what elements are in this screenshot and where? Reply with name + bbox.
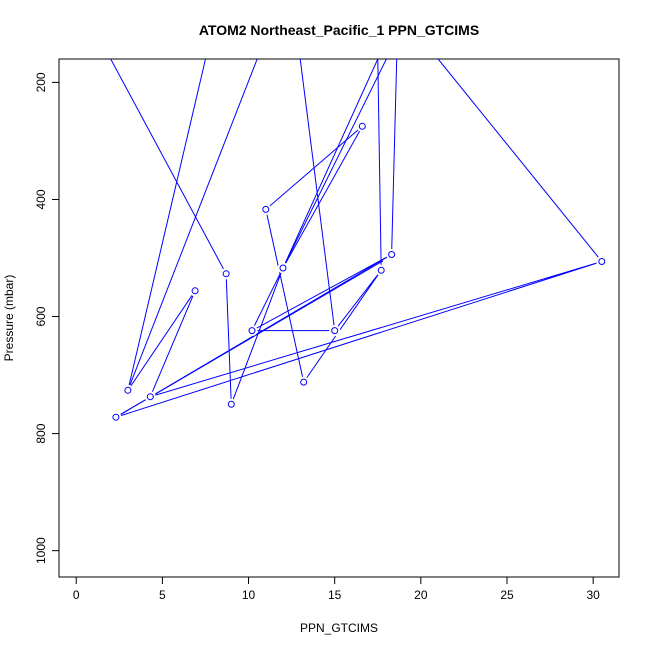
- data-point: [222, 270, 230, 278]
- series-segment: [437, 59, 603, 262]
- x-tick-label: 5: [159, 588, 166, 602]
- series-segment: [299, 59, 336, 331]
- data-point: [331, 327, 339, 335]
- series-segment: [115, 260, 384, 418]
- y-tick-label: 400: [34, 189, 48, 209]
- data-point: [598, 258, 606, 265]
- series-segment: [377, 59, 382, 271]
- series-segment: [282, 59, 379, 269]
- x-tick-label: 25: [500, 588, 514, 602]
- data-point: [300, 378, 308, 386]
- data-point: [388, 251, 396, 258]
- data-point: [377, 266, 385, 274]
- series-segment: [251, 59, 387, 331]
- x-axis: 0 5 10 15 20 25 30: [73, 576, 600, 602]
- data-point: [262, 205, 270, 213]
- x-tick-label: 0: [73, 588, 80, 602]
- data-point: [146, 393, 154, 401]
- data-point: [279, 264, 287, 272]
- series-layer: [110, 59, 608, 423]
- y-tick-label: 600: [34, 306, 48, 326]
- data-point: [191, 287, 199, 295]
- x-tick-label: 30: [586, 588, 600, 602]
- x-tick-label: 15: [328, 588, 342, 602]
- series-line: [110, 59, 602, 418]
- y-tick-label: 800: [34, 423, 48, 443]
- data-point: [227, 400, 235, 408]
- y-tick-label: 200: [34, 72, 48, 92]
- plot-frame: [58, 58, 620, 578]
- y-axis-label: Pressure (mbar): [2, 275, 16, 362]
- y-tick-label: 1000: [34, 537, 48, 564]
- x-tick-label: 10: [242, 588, 256, 602]
- series-segment: [391, 59, 398, 255]
- x-axis-label: PPN_GTCIMS: [300, 621, 378, 635]
- x-tick-label: 20: [414, 588, 428, 602]
- series-segment: [127, 59, 258, 391]
- chart-title: ATOM2 Northeast_Pacific_1 PPN_GTCIMS: [199, 22, 479, 38]
- data-point: [358, 122, 366, 130]
- data-point: [248, 327, 256, 335]
- data-point: [124, 386, 132, 394]
- data-point: [112, 413, 120, 421]
- y-axis: 200 400 600 800 1000: [34, 72, 59, 564]
